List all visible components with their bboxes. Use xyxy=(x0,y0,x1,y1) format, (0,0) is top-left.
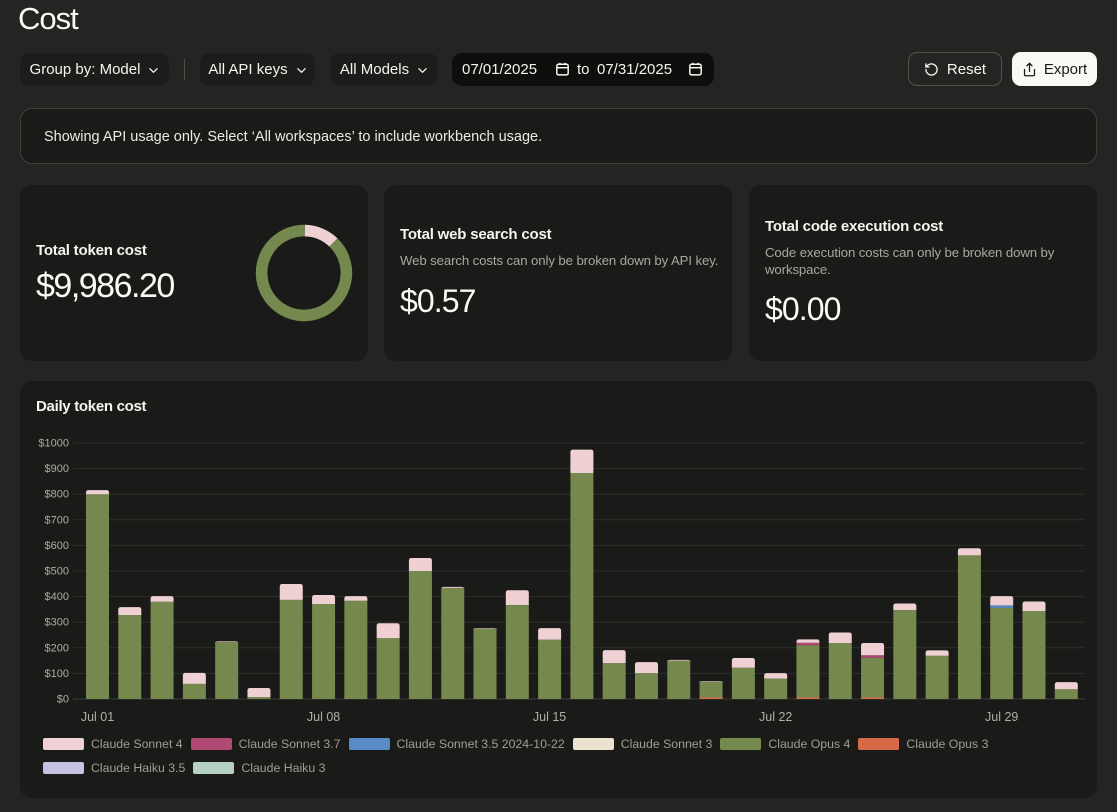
svg-text:$400: $400 xyxy=(45,591,69,603)
svg-text:$500: $500 xyxy=(45,566,69,578)
svg-text:$300: $300 xyxy=(45,617,69,629)
svg-text:Jul 08: Jul 08 xyxy=(307,710,340,724)
svg-text:$700: $700 xyxy=(45,514,69,526)
svg-text:$100: $100 xyxy=(45,668,69,680)
svg-text:$200: $200 xyxy=(45,642,69,654)
svg-text:Jul 15: Jul 15 xyxy=(533,710,566,724)
svg-text:Jul 29: Jul 29 xyxy=(985,710,1018,724)
svg-text:$800: $800 xyxy=(45,489,69,501)
svg-text:$1000: $1000 xyxy=(38,438,69,450)
svg-text:Jul 22: Jul 22 xyxy=(759,710,792,724)
svg-text:Jul 01: Jul 01 xyxy=(81,710,114,724)
svg-text:$900: $900 xyxy=(45,463,69,475)
svg-text:$0: $0 xyxy=(57,694,69,706)
svg-text:$600: $600 xyxy=(45,540,69,552)
